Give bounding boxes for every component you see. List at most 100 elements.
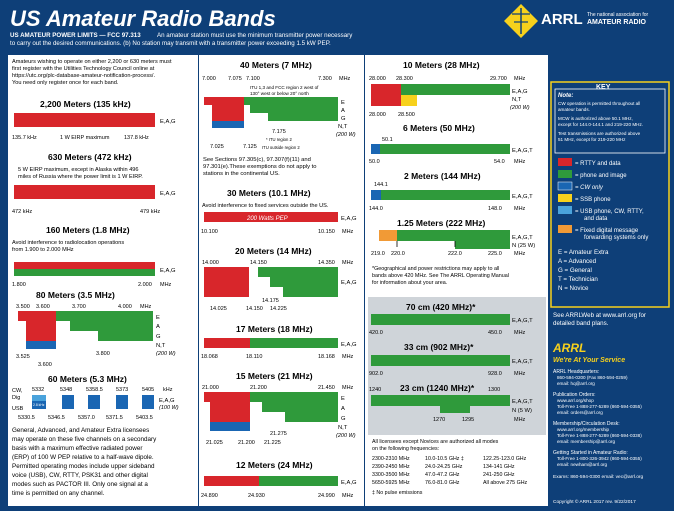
unit-160m: MHz [160, 282, 172, 288]
low2-40m: 7.125 [243, 144, 257, 150]
lo-2m: 144.0 [369, 206, 383, 212]
intro-text: Amateurs wishing to operate on either 2,… [12, 59, 172, 86]
lic-80m-g: G [156, 334, 161, 340]
seg-40m-g-phone [268, 113, 338, 121]
low3-40m: 7.175 [272, 129, 286, 135]
mid-12m: 24.930 [248, 493, 265, 499]
band-15m: 15 Meters (21 MHz) 21.000 21.200 21.450 … [202, 371, 356, 446]
power-limits-text-1: An amateur station must use the minimum … [157, 32, 353, 39]
above-r4c1: 5650-5925 MHz [372, 480, 410, 486]
seg-15m-e-rtty [204, 392, 250, 402]
hi-6m: 54.0 [494, 159, 505, 165]
lic-33cm: E,A,G,T [512, 359, 533, 365]
seg-20m-g-phone [283, 287, 338, 297]
seg-40m-a-phone [250, 105, 338, 113]
ch1-60m: 5332 [32, 387, 44, 393]
lic-17m: E,A,G [341, 342, 357, 348]
key-note-4: except for 144.0-144.1 and 219-220 MHz. [558, 122, 643, 127]
seg-630m [14, 185, 155, 199]
seg-40m-e-rtty [204, 97, 244, 105]
key-rtty: = RTTY and data [575, 161, 621, 167]
band-60m: 60 Meters (5.3 MHz) CW, Dig USB 5332 534… [12, 374, 179, 497]
lic-15m-a: A [341, 406, 345, 412]
seg-17m-rtty [204, 338, 250, 348]
band-title-60m: 60 Meters (5.3 MHz) [48, 374, 127, 384]
service-gs-phone: Toll-Free 1-800-326-3942 (860-594-0355) [557, 456, 642, 461]
lo-70cm: 420.0 [369, 330, 383, 336]
band-23cm: 23 cm (1240 MHz)* 1240 1300 E,A,G,T N (5… [369, 383, 533, 423]
above-foot: ‡ No pulse emissions [372, 490, 423, 496]
key-note-1: CW operation is permitted throughout all [558, 101, 640, 106]
lo-30m: 10.100 [201, 229, 218, 235]
intro-line-3: https://utc.org/plc-database-amateur-not… [12, 73, 155, 79]
key-digital-2: forwarding systems only [584, 235, 648, 241]
seg-10m-rtty [371, 84, 401, 95]
key-note-3: MCW is authorized above 50.1 MHz, [558, 116, 633, 121]
band-title-2200m: 2,200 Meters (135 kHz) [40, 99, 131, 109]
see-arrlweb-1: See ARRLWeb at www.arrl.org for [553, 312, 646, 319]
band-160m: 160 Meters (1.8 MHz) Avoid interference … [12, 225, 176, 288]
seg-20m-a-phone [270, 277, 338, 287]
power-80m: (200 W) [156, 351, 176, 357]
seg-2m-phone [381, 190, 510, 200]
above-r2c2: 24.0-24.25 GHz [425, 464, 463, 470]
lic-40m-e: E [341, 100, 345, 106]
seg-80m-e-phone [56, 311, 153, 321]
band-title-17m: 17 Meters (18 MHz) [236, 324, 313, 334]
hi-630m: 479 kHz [140, 209, 160, 215]
f3-15m: 21.450 [318, 385, 335, 391]
service-title: ARRL [552, 341, 586, 355]
band-6m: 6 Meters (50 MHz) 50.1 E,A,G,T 50.0 54.0… [369, 123, 533, 165]
key-notes-box [554, 88, 666, 154]
band-17m: 17 Meters (18 MHz) E,A,G 18.068 18.110 1… [201, 324, 357, 360]
f2-10m: 28.300 [396, 76, 413, 82]
band-title-12m: 12 Meters (24 MHz) [236, 460, 313, 470]
unit-40m: MHz [339, 76, 351, 82]
seg-23cm [371, 395, 510, 406]
key-class-n: N = Novice [558, 285, 589, 292]
f2-125m: 220.0 [391, 251, 405, 257]
seg-10m-nt-ssb [401, 95, 417, 106]
dig-label-60m: Dig [12, 395, 20, 401]
service-hq: ARRL Headquarters: [553, 369, 599, 375]
note1-160m: Avoid interference to radiolocation oper… [12, 240, 124, 246]
key-swatch-ssb [558, 194, 572, 202]
lo-160m: 1.800 [12, 282, 26, 288]
service-pub-phone: Toll-Free 1-888-277-5289 (860-594-0355) [557, 404, 642, 409]
key-cw: = CW only [575, 185, 604, 191]
hi-2200m: 137.8 kHz [124, 135, 149, 141]
note1-630m: 5 W EIRP maximum, except in Alaska withi… [18, 167, 139, 173]
key-phone: = phone and image [575, 173, 627, 179]
key-title: KEY [596, 84, 611, 91]
key: KEY Note: CW operation is permitted thro… [557, 84, 648, 292]
geo-note-3: for information about your area. [372, 280, 447, 286]
text-40m-1: See Sections 97.305(c), 97.307(f)(11) an… [203, 157, 311, 163]
seg-23cm-n [440, 406, 470, 413]
out-40m: ITU outside region 2 [262, 145, 300, 150]
seg-70cm [371, 314, 510, 325]
note2-630m: miles of Russia where the power limit is… [18, 174, 143, 180]
key-note-2: amateur bands. [558, 107, 590, 112]
unit-17m: MHz [342, 354, 354, 360]
seg-80m-nt-cw [26, 341, 56, 349]
f1-20m: 14.000 [202, 260, 219, 266]
band-title-40m: 40 Meters (7 MHz) [240, 60, 312, 70]
band-title-30m: 30 Meters (10.1 MHz) [227, 188, 311, 198]
low3-60m: 5357.0 [78, 415, 95, 421]
seg-10m-nt-rtty [371, 95, 401, 106]
band-80m: 80 Meters (3.5 MHz) 3.500 3.600 3.700 4.… [16, 290, 176, 368]
key-class-e: E = Amateur Extra [558, 249, 609, 256]
service-pub-email: email: orders@arrl.org [557, 410, 603, 415]
lic-60m: E,A,G [159, 398, 175, 404]
note2-160m: from 1.900 to 2.000 MHz [12, 247, 74, 253]
lo-630m: 472 kHz [12, 209, 32, 215]
seg-125m-n-phone [455, 241, 510, 249]
f3-80m: 3.700 [72, 304, 86, 310]
seg-40m-a-rtty [212, 105, 244, 113]
unit-125m: MHz [514, 251, 526, 257]
text-60m-7: modes such as PACTOR III. Only one signa… [12, 481, 148, 488]
lic-2200m: E,A,G [160, 119, 176, 125]
hi-33cm: 928.0 [488, 371, 502, 377]
seg-80m-g-phone [98, 331, 153, 341]
arrl-logo: ARRL The national association for AMATEU… [504, 4, 648, 38]
